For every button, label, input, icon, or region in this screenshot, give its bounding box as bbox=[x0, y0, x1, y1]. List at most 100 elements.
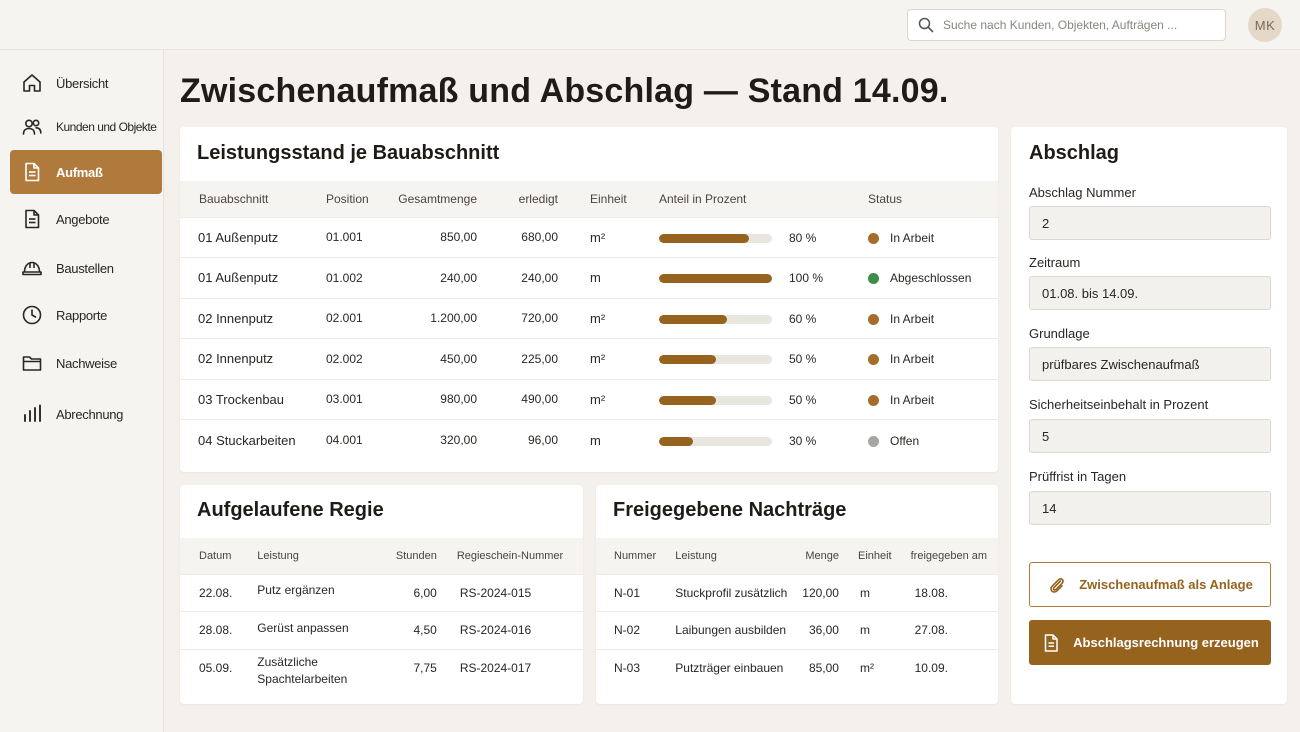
position-cell: 02.001 bbox=[326, 297, 398, 339]
nummer-cell: N-02 bbox=[596, 611, 676, 649]
card-title: Freigegebene Nachträge bbox=[613, 499, 847, 521]
create-abschlagsrechnung-button[interactable]: Abschlagsrechnung erzeugen bbox=[1029, 620, 1271, 665]
erledigt-cell: 225,00 bbox=[477, 338, 558, 379]
attach-aufmass-button[interactable]: Zwischenaufmaß als Anlage bbox=[1029, 562, 1271, 607]
sidebar-item-label: Aufmaß bbox=[56, 164, 103, 180]
card-title: Abschlag bbox=[1029, 142, 1120, 164]
sidebar-item-uebersicht[interactable]: Übersicht bbox=[10, 61, 162, 105]
search-icon bbox=[918, 17, 934, 33]
sidebar-item-label: Nachweise bbox=[56, 355, 117, 371]
stunden-cell: 4,50 bbox=[395, 611, 437, 649]
sidebar-item-aufmass[interactable]: Aufmaß bbox=[10, 150, 162, 194]
prueffrist-field[interactable] bbox=[1029, 491, 1271, 525]
sicherheitseinbehalt-field[interactable] bbox=[1029, 419, 1271, 453]
table-header-row: Datum Leistung Stunden Regieschein-Numme… bbox=[180, 538, 583, 574]
bar-chart-icon bbox=[24, 404, 41, 422]
einheit-cell: m bbox=[838, 611, 892, 649]
nummer-cell: N-03 bbox=[596, 648, 676, 687]
status-cell: In Arbeit bbox=[868, 378, 998, 420]
table-row[interactable]: 02 Innenputz 02.001 1.200,00 720,00 m² 60 % In… bbox=[180, 297, 998, 339]
anteil-cell: 30 % bbox=[627, 419, 868, 460]
anteil-cell: 80 % bbox=[627, 216, 868, 258]
column-header: Nummer bbox=[596, 538, 676, 574]
abschlag-nummer-field[interactable] bbox=[1029, 206, 1271, 240]
table-header-row: Nummer Leistung Menge Einheit freigegebe… bbox=[596, 538, 998, 574]
create-button-label: Abschlagsrechnung erzeugen bbox=[1073, 635, 1259, 650]
status-cell: In Arbeit bbox=[868, 216, 998, 258]
leistungsstand-card: Leistungsstand je Bauabschnitt Bauabschn… bbox=[180, 127, 998, 472]
progress-bar bbox=[659, 233, 772, 243]
progress-bar bbox=[659, 355, 772, 365]
table-row[interactable]: 02 Innenputz 02.002 450,00 225,00 m² 50 % In A… bbox=[180, 338, 998, 379]
datum-cell: 05.09. bbox=[180, 648, 258, 692]
table-row[interactable]: 01 Außenputz 01.002 240,00 240,00 m 100 % Abge… bbox=[180, 257, 998, 298]
zeitraum-field[interactable] bbox=[1029, 276, 1271, 310]
progress-bar bbox=[659, 274, 772, 284]
stunden-cell: 7,75 bbox=[395, 648, 437, 692]
table-row[interactable]: 01 Außenputz 01.001 850,00 680,00 m² 80 % In A… bbox=[180, 216, 998, 258]
position-cell: 01.002 bbox=[326, 257, 398, 298]
freigabe-datum-cell: 27.08. bbox=[891, 611, 998, 649]
table-row[interactable]: 05.09. Zusätzliche Spachtelarbeiten 7,75 RS… bbox=[180, 648, 583, 692]
search-box[interactable] bbox=[907, 9, 1226, 41]
table-row[interactable]: 03 Trockenbau 03.001 980,00 490,00 m² 50 % In … bbox=[180, 378, 998, 420]
freigabe-datum-cell: 10.09. bbox=[891, 648, 998, 687]
status-badge: In Arbeit bbox=[890, 311, 935, 326]
folder-icon bbox=[22, 356, 42, 371]
table-row[interactable]: N-02 Laibungen ausbilden 36,00 m 27.08. bbox=[596, 611, 998, 649]
sidebar-item-kunden[interactable]: Kunden und Objekte bbox=[10, 105, 162, 149]
regieschein-cell: RS-2024-015 bbox=[436, 573, 583, 612]
progress-bar bbox=[659, 314, 772, 324]
anteil-label: 80 % bbox=[789, 230, 817, 245]
leistungsstand-table: Bauabschnitt Position Gesamtmenge erledi… bbox=[180, 181, 998, 460]
search-input[interactable] bbox=[943, 18, 1213, 32]
column-header: Leistung bbox=[257, 538, 396, 574]
einheit-cell: m² bbox=[838, 648, 892, 687]
freigabe-datum-cell: 18.08. bbox=[891, 573, 998, 612]
table-row[interactable]: 04 Stuckarbeiten 04.001 320,00 96,00 m 30 % Of… bbox=[180, 419, 998, 460]
table-row[interactable]: 28.08. Gerüst anpassen 4,50 RS-2024-016 bbox=[180, 611, 583, 649]
regie-table: Datum Leistung Stunden Regieschein-Numme… bbox=[180, 538, 583, 692]
sidebar-item-nachweise[interactable]: Nachweise bbox=[10, 341, 162, 385]
datum-cell: 22.08. bbox=[180, 573, 258, 612]
bauabschnitt-cell: 02 Innenputz bbox=[180, 297, 326, 339]
prueffrist-label: Prüffrist in Tagen bbox=[1029, 469, 1127, 484]
column-header: Bauabschnitt bbox=[180, 181, 326, 217]
regieschein-cell: RS-2024-017 bbox=[436, 648, 583, 692]
column-header: Datum bbox=[180, 538, 258, 574]
progress-bar bbox=[659, 395, 772, 405]
status-cell: In Arbeit bbox=[868, 297, 998, 339]
avatar[interactable]: MK bbox=[1248, 8, 1282, 42]
anteil-cell: 50 % bbox=[627, 378, 868, 420]
leistung-cell: Putzträger einbauen bbox=[675, 648, 788, 687]
sidebar-item-angebote[interactable]: Angebote bbox=[10, 197, 162, 241]
table-row[interactable]: N-01 Stuckprofil zusätzlich 120,00 m 18.08. bbox=[596, 573, 998, 612]
status-badge: In Arbeit bbox=[890, 392, 935, 407]
helmet-icon bbox=[22, 261, 42, 276]
einheit-cell: m² bbox=[558, 338, 627, 379]
card-title: Aufgelaufene Regie bbox=[197, 499, 384, 521]
bauabschnitt-cell: 03 Trockenbau bbox=[180, 378, 326, 420]
table-row[interactable]: N-03 Putzträger einbauen 85,00 m² 10.09. bbox=[596, 648, 998, 687]
paperclip-icon bbox=[1050, 577, 1065, 593]
status-cell: In Arbeit bbox=[868, 338, 998, 379]
sidebar-item-abrechnung[interactable]: Abrechnung bbox=[10, 392, 162, 436]
progress-fill bbox=[659, 436, 693, 446]
erledigt-cell: 680,00 bbox=[477, 216, 558, 258]
sicherheitseinbehalt-label: Sicherheitseinbehalt in Prozent bbox=[1029, 397, 1209, 412]
sidebar-item-baustellen[interactable]: Baustellen bbox=[10, 246, 162, 290]
sidebar-item-rapporte[interactable]: Rapporte bbox=[10, 293, 162, 337]
progress-fill bbox=[659, 314, 727, 324]
status-dot-icon bbox=[868, 354, 879, 366]
table-row[interactable]: 22.08. Putz ergänzen 6,00 RS-2024-015 bbox=[180, 573, 583, 612]
grundlage-field[interactable] bbox=[1029, 347, 1271, 381]
anteil-cell: 100 % bbox=[627, 257, 868, 298]
column-header: Status bbox=[868, 181, 998, 217]
leistung-cell: Putz ergänzen bbox=[257, 573, 396, 612]
leistung-cell: Stuckprofil zusätzlich bbox=[675, 573, 788, 612]
erledigt-cell: 96,00 bbox=[477, 419, 558, 460]
column-header: Einheit bbox=[558, 181, 627, 217]
status-dot-icon bbox=[868, 273, 879, 285]
regieschein-cell: RS-2024-016 bbox=[436, 611, 583, 649]
document-icon bbox=[1044, 633, 1058, 652]
